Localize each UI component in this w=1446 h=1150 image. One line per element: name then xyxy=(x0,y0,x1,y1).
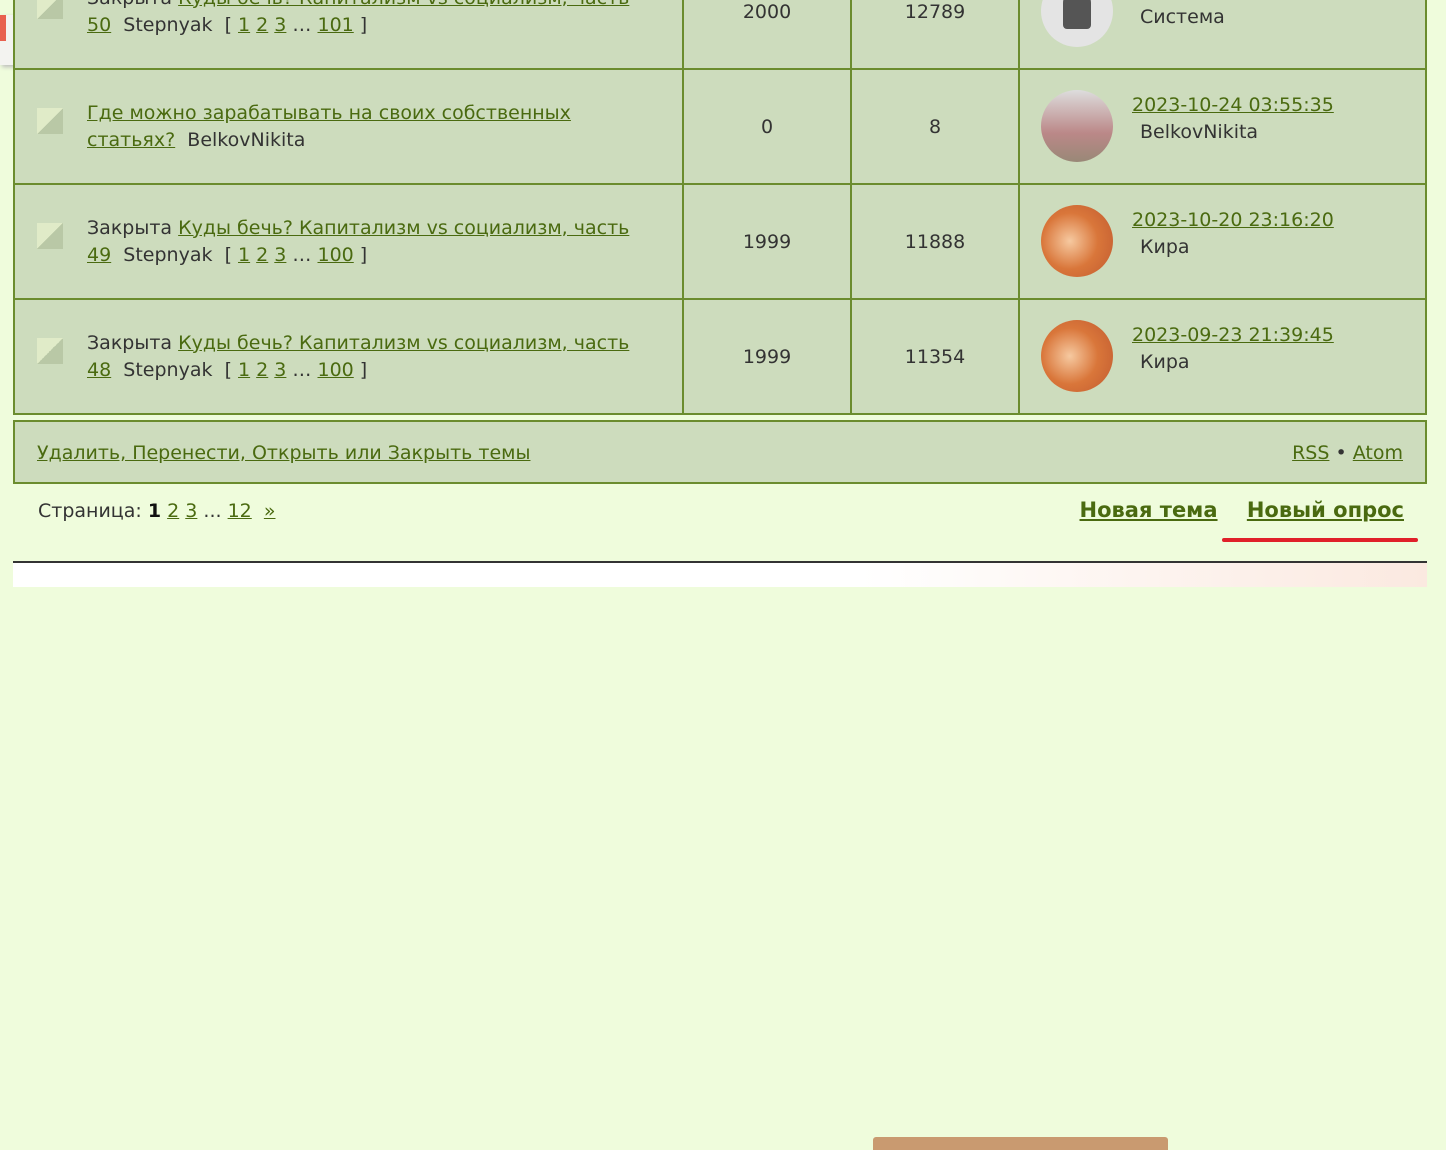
topic-row: Где можно зарабатывать на своих собствен… xyxy=(13,68,1427,185)
last-post-date-link[interactable]: 2023-10-20 23:16:20 xyxy=(1132,209,1334,231)
moderation-bar: Удалить, Перенести, Открыть или Закрыть … xyxy=(13,420,1427,484)
topic-page-link[interactable]: 100 xyxy=(317,358,354,381)
topic-cell: Где можно зарабатывать на своих собствен… xyxy=(13,68,684,185)
topic-page-link[interactable]: 2 xyxy=(256,243,269,266)
topic-cell: Закрыта Куды бечь? Капитализм vs социали… xyxy=(13,298,684,415)
views-count: 12789 xyxy=(850,0,1020,70)
last-post-date-link[interactable]: 2023-09-23 21:39:45 xyxy=(1132,324,1334,346)
topic-row: Закрыта Куды бечь? Капитализм vs социали… xyxy=(13,183,1427,300)
banner-image xyxy=(13,563,1427,1150)
topic-cell: Закрыта Куды бечь? Капитализм vs социали… xyxy=(13,0,684,70)
topics-table: Закрыта Куды бечь? Капитализм vs социали… xyxy=(13,0,1427,415)
last-post-user: Система xyxy=(1140,6,1225,28)
closed-label: Закрыта xyxy=(87,216,173,239)
topic-cell: Закрыта Куды бечь? Капитализм vs социали… xyxy=(13,183,684,300)
last-post-user: Кира xyxy=(1140,351,1190,373)
avatar[interactable] xyxy=(1041,320,1113,392)
ellipsis: ... xyxy=(203,500,222,522)
feeds: RSS • Atom xyxy=(1292,442,1403,464)
topic-page-link[interactable]: 101 xyxy=(317,13,354,36)
last-post-cell: 2023-09-23 21:39:45 Кира xyxy=(1018,298,1427,415)
topic-author: BelkovNikita xyxy=(187,128,306,151)
topic-author: Stepnyak xyxy=(123,13,213,36)
replies-count: 1999 xyxy=(682,183,852,300)
topic-page-link[interactable]: 2 xyxy=(256,13,269,36)
last-post-user: Кира xyxy=(1140,236,1190,258)
topic-title-link[interactable]: Где можно зарабатывать на своих собствен… xyxy=(87,101,571,151)
topic-page-link[interactable]: 1 xyxy=(238,358,251,381)
moderation-link[interactable]: Удалить, Перенести, Открыть или Закрыть … xyxy=(37,442,531,464)
views-count: 11354 xyxy=(850,298,1020,415)
page-link[interactable]: 3 xyxy=(185,500,198,522)
replies-count: 1999 xyxy=(682,298,852,415)
last-post-user: BelkovNikita xyxy=(1140,121,1259,143)
topic-row: Закрыта Куды бечь? Капитализм vs социали… xyxy=(13,298,1427,415)
topic-status-icon xyxy=(37,338,63,364)
views-count: 11888 xyxy=(850,183,1020,300)
divider xyxy=(13,561,1427,563)
topic-title-link[interactable]: Куды бечь? Капитализм vs социализм, част… xyxy=(87,216,630,266)
topic-author: Stepnyak xyxy=(123,243,213,266)
topic-status-icon xyxy=(37,223,63,249)
atom-link[interactable]: Atom xyxy=(1352,442,1403,464)
topic-status-icon xyxy=(37,108,63,134)
avatar[interactable] xyxy=(1041,205,1113,277)
last-post-cell: 2023-10-20 23:16:20 Кира xyxy=(1018,183,1427,300)
topic-page-link[interactable]: 3 xyxy=(274,358,287,381)
new-topic-button[interactable]: Новая тема xyxy=(1079,498,1218,522)
separator: • xyxy=(1335,442,1347,464)
page-link[interactable]: 2 xyxy=(167,500,180,522)
highlight-underline xyxy=(1222,538,1418,542)
pagination-label: Страница: xyxy=(38,500,142,522)
closed-label: Закрыта xyxy=(87,331,173,354)
avatar[interactable] xyxy=(1041,0,1113,47)
topic-page-link[interactable]: 3 xyxy=(274,243,287,266)
closed-label: Закрыта xyxy=(87,0,172,9)
topic-status-icon xyxy=(37,0,63,19)
rss-link[interactable]: RSS xyxy=(1292,442,1330,464)
topic-title-link[interactable]: Куды бечь? Капитализм vs социализм, част… xyxy=(87,331,630,381)
current-page: 1 xyxy=(147,500,162,522)
last-post-cell: Система xyxy=(1018,0,1427,70)
new-poll-button[interactable]: Новый опрос xyxy=(1246,498,1404,522)
pagination: Страница: 1 2 3 ... 12 » xyxy=(38,500,275,522)
views-count: 8 xyxy=(850,68,1020,185)
topic-author: Stepnyak xyxy=(123,358,213,381)
avatar[interactable] xyxy=(1041,90,1113,162)
topic-page-link[interactable]: 100 xyxy=(317,243,354,266)
topic-row: Закрыта Куды бечь? Капитализм vs социали… xyxy=(13,0,1427,70)
topic-title-link[interactable]: Куды бечь? Капитализм vs социализм, част… xyxy=(87,0,629,36)
topic-page-link[interactable]: 3 xyxy=(274,13,287,36)
next-page-link[interactable]: » xyxy=(263,500,276,522)
last-post-date-link[interactable]: 2023-10-24 03:55:35 xyxy=(1132,94,1334,116)
topic-page-link[interactable]: 1 xyxy=(238,13,251,36)
topic-page-link[interactable]: 1 xyxy=(238,243,251,266)
last-post-cell: 2023-10-24 03:55:35 BelkovNikita xyxy=(1018,68,1427,185)
page-link[interactable]: 12 xyxy=(227,500,252,522)
topic-actions: Новая тема Новый опрос xyxy=(1058,498,1404,522)
replies-count: 2000 xyxy=(682,0,852,70)
replies-count: 0 xyxy=(682,68,852,185)
topic-page-link[interactable]: 2 xyxy=(256,358,269,381)
